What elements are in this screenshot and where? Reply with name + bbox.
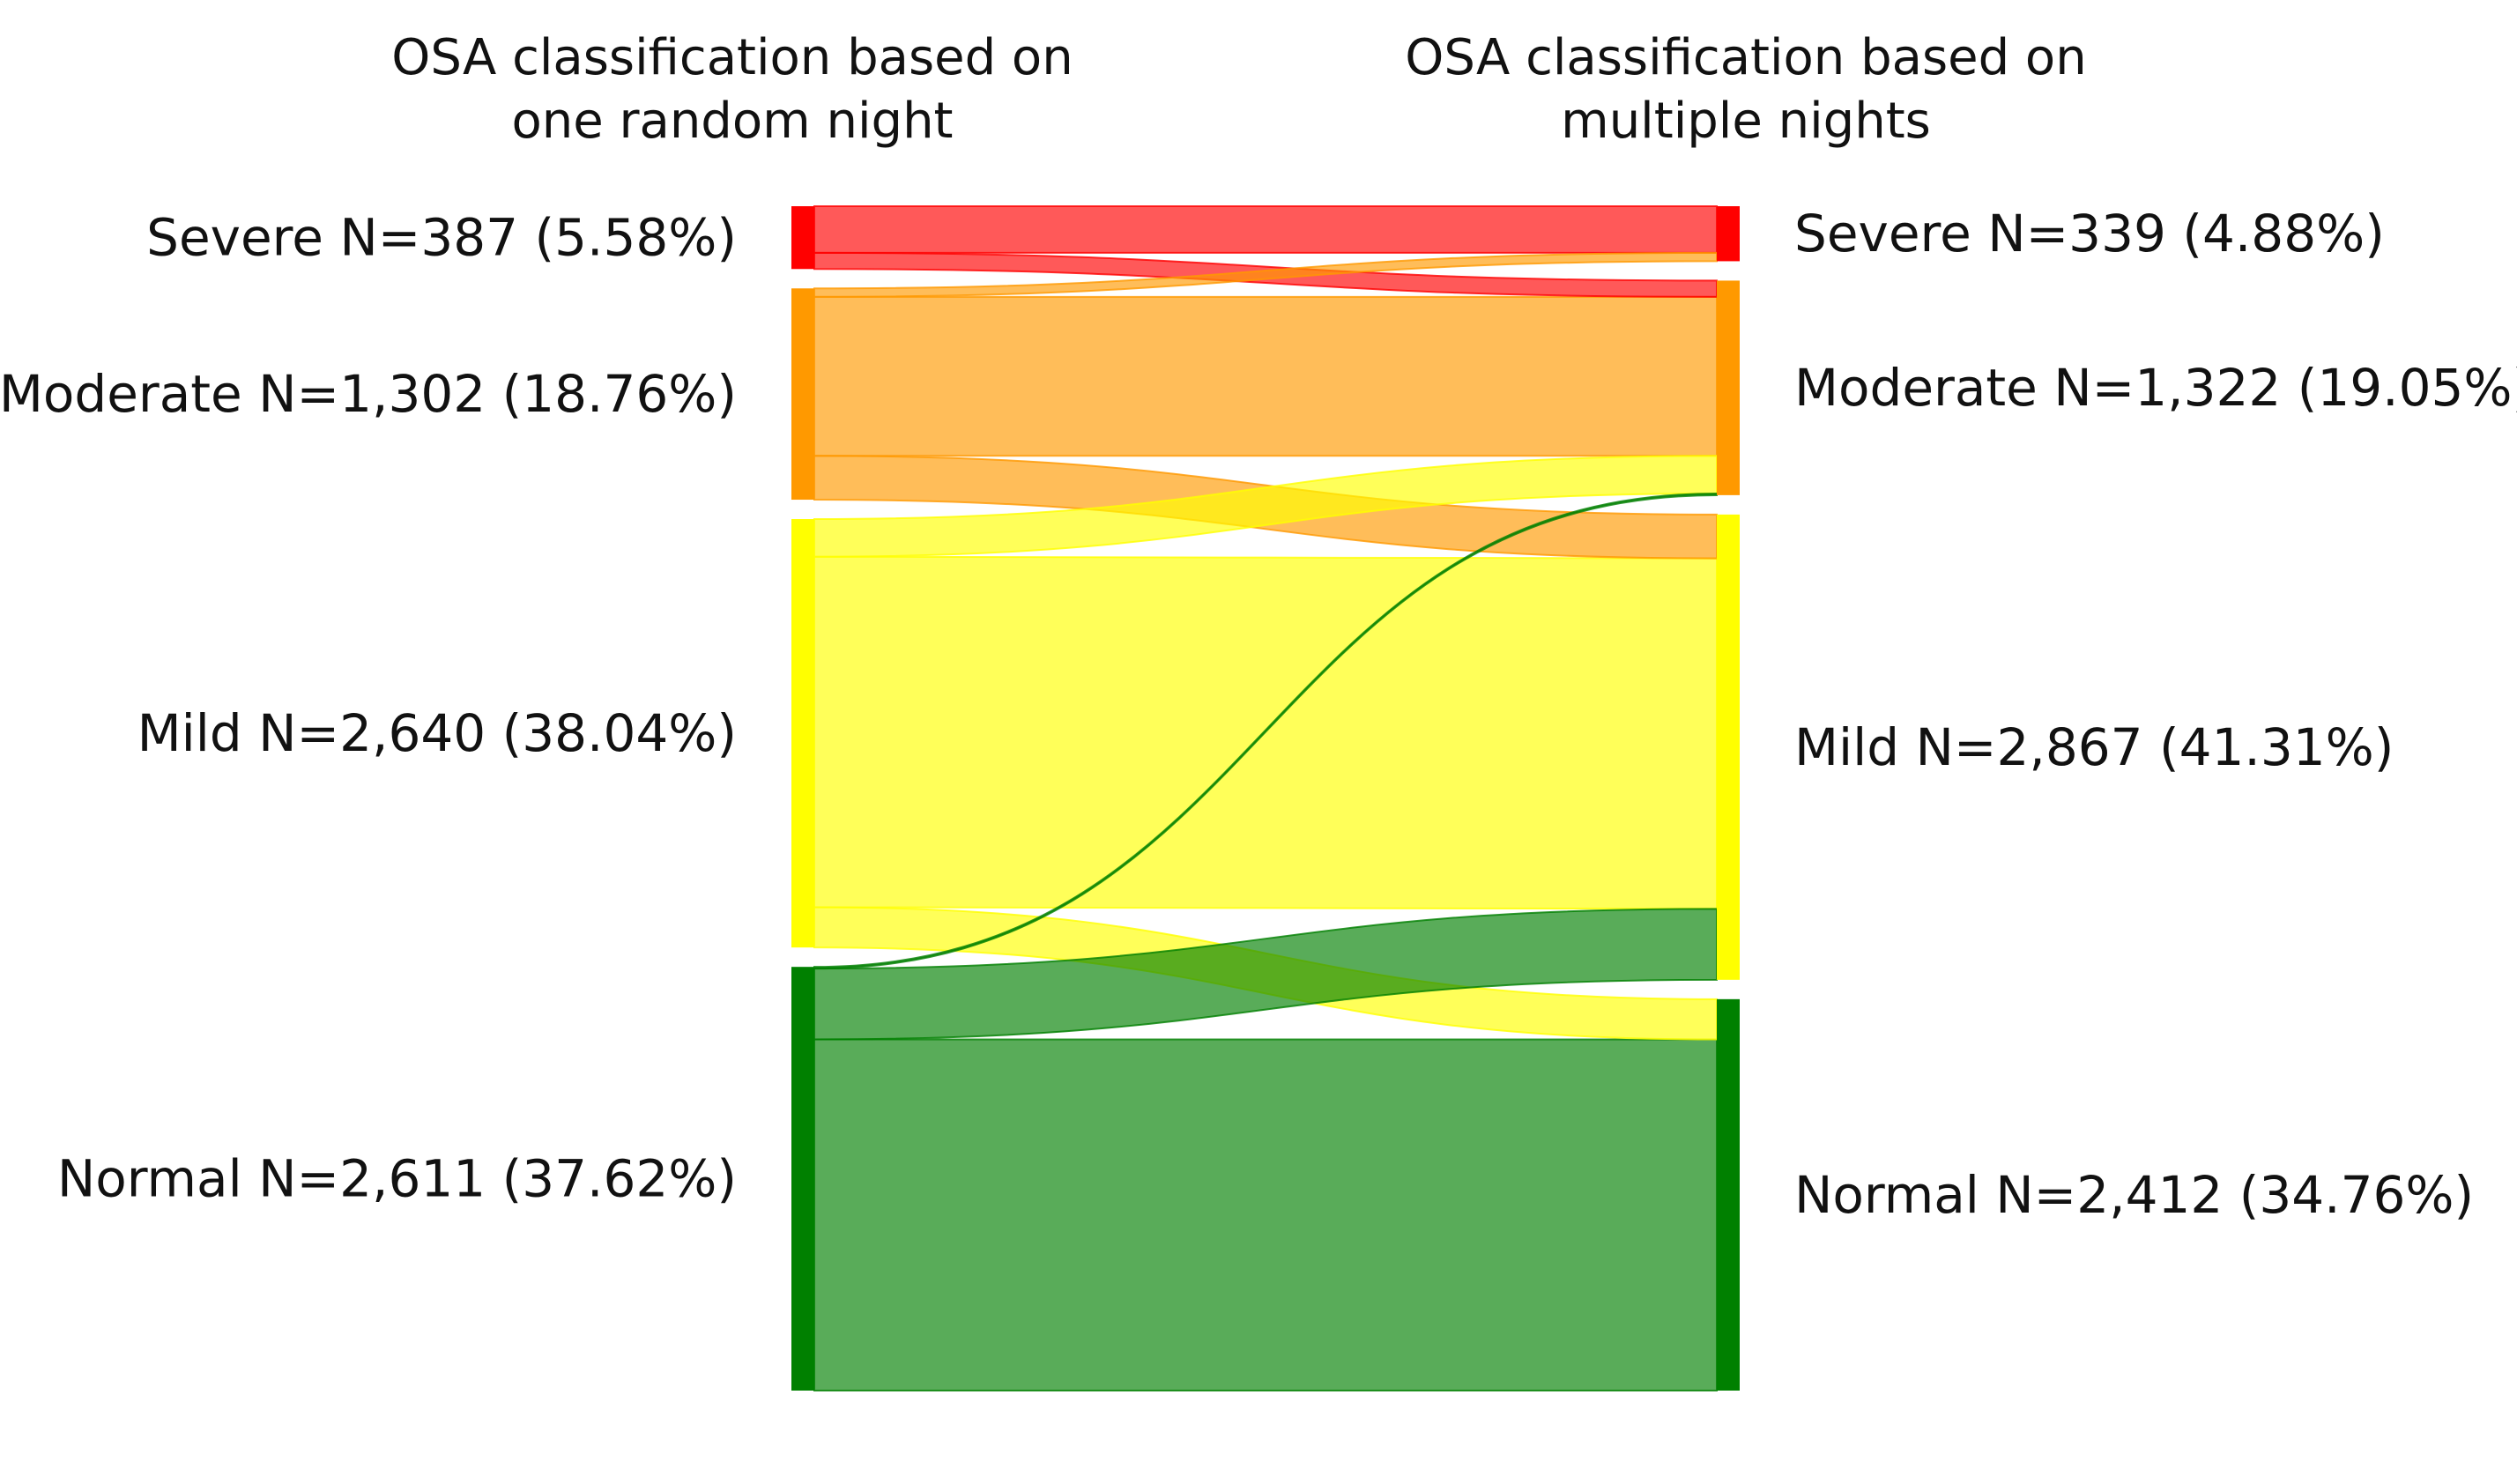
right-label-severe: Severe N=339 (4.88%): [1794, 204, 2385, 263]
flow-normal-to-moderate: [813, 493, 1718, 970]
right-node-severe: [1717, 206, 1740, 262]
flow-moderate-to-severe: [813, 251, 1718, 298]
right-label-normal: Normal N=2,412 (34.76%): [1794, 1165, 2474, 1225]
column-titles: OSA classification based on one random ni…: [391, 29, 2086, 150]
left-label-mild: Mild N=2,640 (38.04%): [137, 703, 737, 763]
flow-normal-to-normal: [813, 1038, 1718, 1392]
flow-severe-to-severe: [813, 205, 1718, 254]
right-node-mild: [1717, 514, 1740, 980]
right-column-title-line-1: OSA classification based on: [1405, 29, 2086, 86]
right-node-moderate: [1717, 280, 1740, 495]
right-label-mild: Mild N=2,867 (41.31%): [1794, 717, 2394, 777]
node-labels: Severe N=387 (5.58%) Moderate N=1,302 (18…: [0, 204, 2517, 1225]
right-label-moderate: Moderate N=1,322 (19.05%): [1794, 358, 2517, 418]
left-label-normal: Normal N=2,611 (37.62%): [57, 1149, 737, 1209]
right-node-normal: [1717, 998, 1740, 1391]
left-node-moderate: [791, 288, 814, 501]
left-column-title-line-2: one random night: [511, 93, 953, 150]
left-label-moderate: Moderate N=1,302 (18.76%): [0, 364, 737, 424]
left-node-normal: [791, 967, 814, 1391]
left-node-mild: [791, 519, 814, 948]
left-node-severe: [791, 206, 814, 270]
left-label-severe: Severe N=387 (5.58%): [146, 208, 737, 268]
category-nodes: [791, 206, 1740, 1391]
right-column-title-line-2: multiple nights: [1561, 93, 1931, 150]
left-column-title-line-1: OSA classification based on: [391, 29, 1073, 86]
flow-moderate-to-moderate: [813, 295, 1718, 457]
flow-links: [813, 205, 1718, 1392]
